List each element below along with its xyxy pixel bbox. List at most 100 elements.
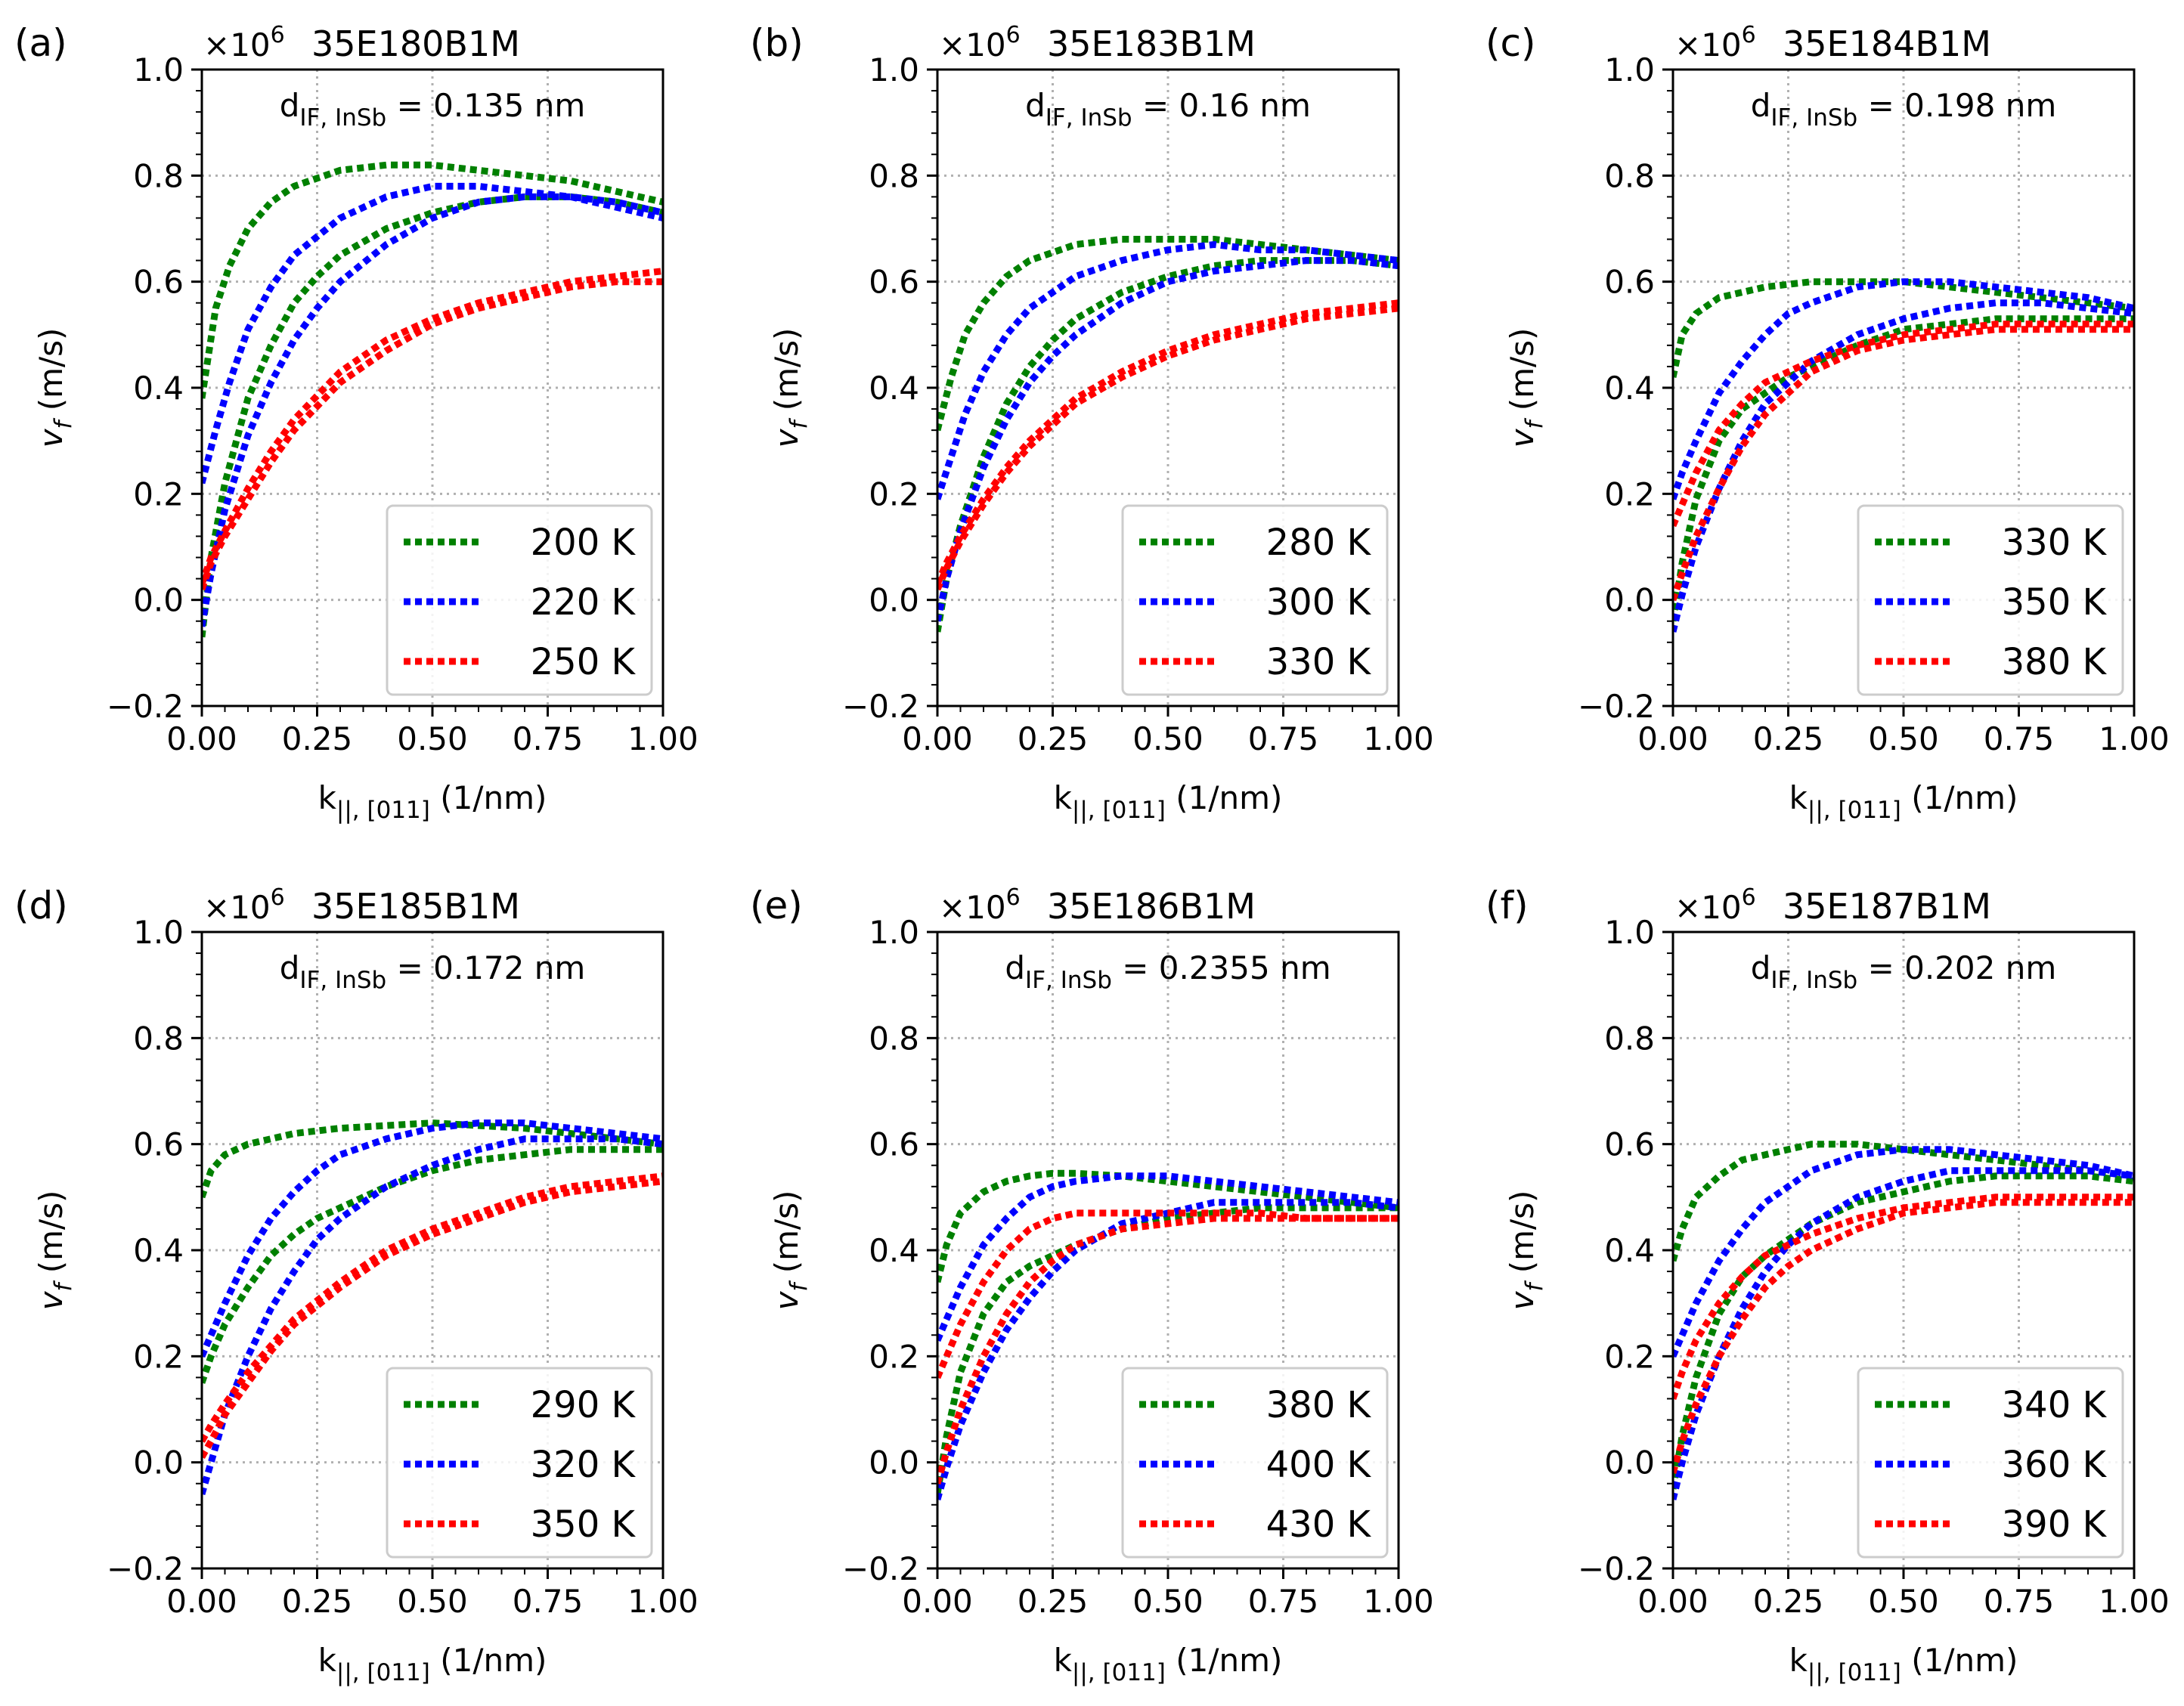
x-axis-label: k||, [011] (1/nm) <box>318 779 547 824</box>
x-axis-label-part: k <box>1054 1642 1073 1679</box>
annotation-d-if: dIF, InSb = 0.172 nm <box>280 949 586 994</box>
series-line-400k-branch-2 <box>937 1199 1399 1501</box>
x-tick-label: 0.75 <box>1984 1583 2055 1620</box>
panel-b: 0.00 0.25 0.50 0.75 1.00 −0.2 0.0 0.2 0.4 0.6 0.8 1… <box>750 21 1434 824</box>
series-line-200k-branch-2 <box>202 193 663 638</box>
legend-label: 220 K <box>531 581 637 624</box>
y-scale-label: ×106 <box>1674 884 1756 926</box>
x-tick-label: 0.50 <box>1132 1583 1204 1620</box>
legend-label: 300 K <box>1266 581 1372 624</box>
y-scale-label-sub: 6 <box>271 22 285 48</box>
y-axis-label-part: (m/s) <box>33 328 70 421</box>
panel-label: (c) <box>1485 21 1536 65</box>
y-scale-label: ×106 <box>1674 22 1756 63</box>
y-tick-label: 0.8 <box>1604 1020 1655 1057</box>
y-tick-label: 1.0 <box>869 51 919 88</box>
legend-label: 350 K <box>2002 581 2108 624</box>
y-tick-label: 0.8 <box>869 1020 919 1057</box>
annotation-d-if: dIF, InSb = 0.135 nm <box>280 87 586 132</box>
x-axis-label-part: (1/nm) <box>430 1642 547 1679</box>
y-tick-label: 0.6 <box>133 264 184 301</box>
series-line-430k-branch-1 <box>937 1209 1399 1379</box>
x-tick-label: 0.50 <box>397 720 468 757</box>
y-axis-label-part: v <box>1504 1290 1541 1310</box>
y-axis-label: vf (m/s) <box>1504 1190 1548 1311</box>
y-tick-label: 1.0 <box>1604 51 1655 88</box>
series-line-340k-branch-1 <box>1673 1141 2134 1262</box>
annotation-d-if-part: d <box>1751 87 1771 124</box>
x-tick-label: 0.25 <box>1753 720 1824 757</box>
legend-label: 340 K <box>2002 1384 2108 1426</box>
y-tick-label: 0.0 <box>133 582 184 619</box>
series-line-300k-branch-1 <box>937 240 1399 500</box>
x-axis-label-part: k <box>1054 779 1073 816</box>
y-scale-label-sub: 6 <box>1006 22 1021 48</box>
y-scale-label-sub: 6 <box>1742 884 1756 911</box>
y-tick-label: −0.2 <box>107 1550 184 1587</box>
x-tick-label: 0.25 <box>1018 1583 1089 1620</box>
x-tick-label: 1.00 <box>627 1583 699 1620</box>
legend-label: 320 K <box>531 1444 637 1486</box>
legend-label: 430 K <box>1266 1503 1372 1546</box>
x-tick-label: 0.00 <box>902 720 973 757</box>
panel-title: 35E180B1M <box>311 23 520 64</box>
y-tick-label: 0.4 <box>133 1232 184 1269</box>
x-axis-label-part: (1/nm) <box>1901 1642 2018 1679</box>
y-tick-label: 0.8 <box>133 1020 184 1057</box>
x-axis-label-sub: ||, [011] <box>1072 797 1166 824</box>
legend-box <box>386 504 653 696</box>
y-tick-label: 0.8 <box>869 157 919 194</box>
y-axis-label-part: v <box>768 428 805 447</box>
series-line-350k-branch-2 <box>202 1178 663 1459</box>
y-tick-label: 1.0 <box>1604 914 1655 951</box>
panel-label: (e) <box>750 884 803 927</box>
series-line-380k-branch-1 <box>1673 320 2134 528</box>
series-line-320k-branch-1 <box>202 1119 663 1358</box>
x-axis-label-part: (1/nm) <box>1901 779 2018 816</box>
annotation-d-if-part: = 0.172 nm <box>386 949 585 986</box>
y-tick-label: 0.2 <box>869 475 919 512</box>
x-axis-label-sub: ||, [011] <box>336 797 430 824</box>
x-tick-label: 1.00 <box>627 720 699 757</box>
x-tick-label: 0.75 <box>1248 1583 1319 1620</box>
x-tick-label: 0.25 <box>282 720 353 757</box>
annotation-d-if: dIF, InSb = 0.16 nm <box>1025 87 1311 132</box>
annotation-d-if-sub: IF, InSb <box>299 104 386 132</box>
y-tick-label: 0.2 <box>869 1338 919 1375</box>
y-tick-label: 0.8 <box>133 157 184 194</box>
y-tick-label: 0.2 <box>1604 1338 1655 1375</box>
panel-title: 35E183B1M <box>1047 23 1256 64</box>
x-tick-label: 0.50 <box>1132 720 1204 757</box>
panel-title: 35E185B1M <box>311 886 520 927</box>
legend-label: 400 K <box>1266 1444 1372 1486</box>
y-tick-label: −0.2 <box>107 688 184 725</box>
y-tick-label: 0.2 <box>133 475 184 512</box>
y-axis-label-part: v <box>768 1290 805 1310</box>
annotation-d-if-part: d <box>280 949 300 986</box>
x-axis-label: k||, [011] (1/nm) <box>318 1642 547 1686</box>
x-axis-label: k||, [011] (1/nm) <box>1054 779 1283 824</box>
y-tick-label: −0.2 <box>1578 1550 1655 1587</box>
annotation-d-if-sub: IF, InSb <box>1770 104 1857 132</box>
legend: 200 K 220 K 250 K <box>386 504 653 696</box>
annotation-d-if-sub: IF, InSb <box>1770 967 1857 994</box>
panel-d: 0.00 0.25 0.50 0.75 1.00 −0.2 0.0 0.2 0.4 0.6 0.8 1… <box>14 884 699 1686</box>
panel-title: 35E186B1M <box>1047 886 1256 927</box>
annotation-d-if-part: = 0.135 nm <box>386 87 585 124</box>
y-axis-label-part: (m/s) <box>1504 1190 1541 1283</box>
y-tick-label: 0.0 <box>869 582 919 619</box>
x-axis-label-sub: ||, [011] <box>1808 1659 1901 1686</box>
series-line-430k-branch-2 <box>937 1215 1399 1485</box>
series-line-390k-branch-1 <box>1673 1194 2134 1400</box>
series-line-250k-branch-1 <box>202 268 663 586</box>
y-tick-label: 0.0 <box>133 1444 184 1482</box>
y-axis-label-part: v <box>33 1290 70 1310</box>
series-line-200k-branch-1 <box>202 161 663 399</box>
y-scale-label-part: ×10 <box>939 889 1006 926</box>
y-tick-label: 0.6 <box>1604 1126 1655 1163</box>
legend-box <box>1857 504 2124 696</box>
y-tick-label: 0.2 <box>1604 475 1655 512</box>
panel-title: 35E184B1M <box>1783 23 1991 64</box>
y-tick-label: 0.6 <box>869 1126 919 1163</box>
x-axis-label-part: k <box>1789 1642 1808 1679</box>
